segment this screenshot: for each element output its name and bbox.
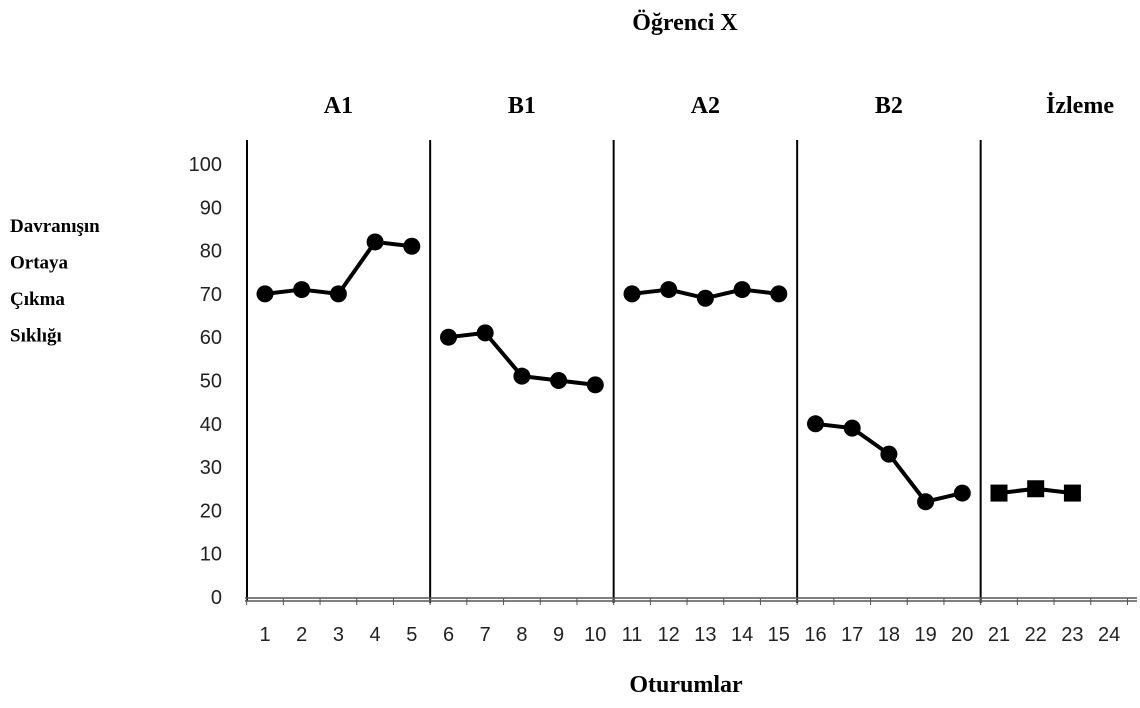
- y-axis-label: Davranışın Ortaya Çıkma Sıklığı: [10, 216, 100, 347]
- y-tick-label: 60: [200, 327, 222, 349]
- data-point: [880, 445, 898, 463]
- data-series: [256, 233, 1081, 511]
- x-tick-label: 1: [259, 624, 270, 646]
- x-tick-label: 24: [1098, 624, 1120, 646]
- x-tick-label: 19: [914, 624, 936, 646]
- phase-label: A1: [324, 93, 353, 119]
- y-tick-label: 70: [200, 284, 222, 306]
- y-tick-label: 20: [200, 500, 222, 522]
- data-point: [917, 493, 935, 511]
- x-tick-label: 18: [878, 624, 900, 646]
- data-point: [476, 324, 494, 342]
- y-tick-label: 50: [200, 371, 222, 393]
- x-tick-label: 8: [516, 624, 527, 646]
- data-point-square: [1027, 480, 1045, 498]
- y-axis-label-line: Davranışın: [10, 216, 100, 237]
- y-axis-label-line: Ortaya: [10, 253, 69, 274]
- x-tick-label: 14: [731, 624, 753, 646]
- y-axis-label-line: Sıklığı: [10, 326, 62, 347]
- x-tick-label: 13: [694, 624, 716, 646]
- data-point-square: [1063, 484, 1081, 502]
- data-point: [953, 484, 971, 502]
- data-point: [807, 415, 824, 433]
- x-axis: 1 2 3 4 5 6 7 8 9 10 11 12 13 14 15 16 17 18 19 20 21 22 23 24: [245, 597, 1137, 646]
- data-point: [550, 372, 568, 389]
- data-point: [329, 285, 347, 303]
- x-tick-label: 3: [333, 624, 344, 646]
- x-tick-label: 5: [406, 624, 417, 646]
- y-tick-label: 30: [200, 457, 222, 479]
- data-point: [623, 285, 641, 303]
- data-point: [440, 328, 457, 346]
- data-point: [366, 233, 384, 251]
- y-tick-label: 0: [211, 587, 222, 609]
- y-axis-label-line: Çıkma: [10, 289, 65, 310]
- data-point: [293, 281, 311, 299]
- phase-change-lines: [429, 140, 982, 603]
- data-point: [586, 376, 604, 394]
- y-tick-label: 10: [200, 544, 222, 566]
- x-tick-label: 10: [584, 624, 606, 646]
- x-tick-label: 17: [841, 624, 863, 646]
- chart-title: Öğrenci X: [632, 10, 738, 36]
- y-tick-label: 90: [200, 197, 222, 219]
- data-point: [733, 281, 751, 299]
- phase-labels: A1 B1 A2 B2 İzleme: [324, 93, 1115, 119]
- x-tick-label: 9: [553, 624, 564, 646]
- phase-label: A2: [691, 93, 720, 119]
- x-tick-label: 11: [622, 624, 643, 646]
- data-point: [696, 289, 714, 307]
- y-axis: 0 10 20 30 40 50 60 70 80 90 100: [189, 140, 248, 609]
- x-tick-label: 21: [988, 624, 1010, 646]
- y-tick-label: 80: [200, 241, 222, 263]
- data-point-square: [990, 484, 1008, 502]
- phase-label: B2: [875, 93, 903, 119]
- x-tick-label: 6: [443, 624, 454, 646]
- x-tick-label: 23: [1061, 624, 1083, 646]
- data-point: [513, 367, 531, 385]
- x-axis-label: Oturumlar: [629, 672, 743, 698]
- data-point: [660, 281, 678, 299]
- y-tick-label: 100: [189, 154, 222, 176]
- y-tick-label: 40: [200, 414, 222, 436]
- data-point: [256, 285, 274, 303]
- data-point: [843, 419, 861, 437]
- data-point: [403, 237, 421, 255]
- x-tick-label: 4: [370, 624, 381, 646]
- x-tick-label: 15: [768, 624, 790, 646]
- data-point: [770, 285, 788, 303]
- x-tick-label: 20: [951, 624, 973, 646]
- x-tick-label: 16: [804, 624, 826, 646]
- phase-label: İzleme: [1046, 93, 1114, 119]
- x-tick-label: 22: [1025, 624, 1047, 646]
- series-line: [815, 421, 963, 504]
- x-tick-label: 12: [658, 624, 680, 646]
- x-tick-label: 2: [296, 624, 307, 646]
- x-tick-label: 7: [480, 624, 491, 646]
- phase-label: B1: [508, 93, 536, 119]
